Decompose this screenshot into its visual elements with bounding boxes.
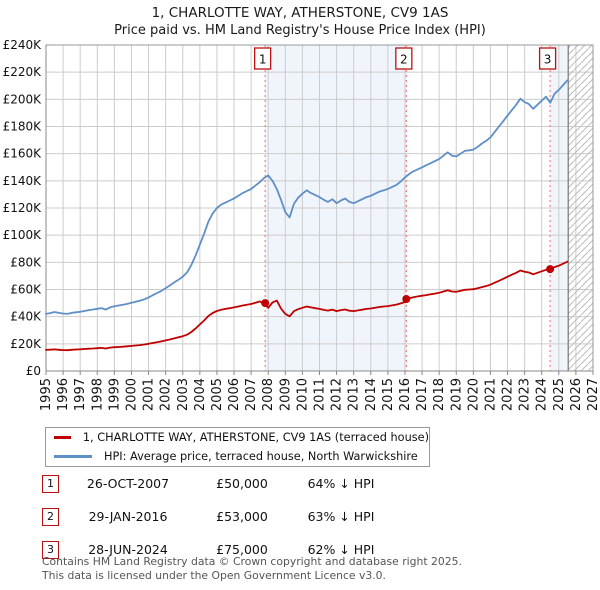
legend-item-property: 1, CHARLOTTE WAY, ATHERSTONE, CV9 1AS (t… xyxy=(54,428,429,447)
y-tick-label: £160K xyxy=(3,147,43,161)
y-tick-label: £140K xyxy=(3,174,43,188)
x-tick-label: 2009 xyxy=(278,378,293,411)
y-tick-label: £240K xyxy=(3,38,43,52)
x-tick-label: 2018 xyxy=(432,378,447,411)
x-tick-label: 2015 xyxy=(381,378,396,411)
y-tick-label: £120K xyxy=(3,201,43,215)
axes-frame-layer xyxy=(45,44,594,375)
sale-price: £50,000 xyxy=(216,476,268,491)
x-tick-label: 2010 xyxy=(295,378,310,411)
legend-label: 1, CHARLOTTE WAY, ATHERSTONE, CV9 1AS (t… xyxy=(82,431,429,444)
x-tick-label: 1996 xyxy=(56,378,71,411)
sale-marker-layer: 1 2 3 xyxy=(253,45,557,371)
sale-price: £53,000 xyxy=(216,509,268,524)
x-tick-label: 1995 xyxy=(39,378,54,411)
x-tick-label: 2019 xyxy=(449,378,464,411)
x-tick-label: 2013 xyxy=(347,378,362,411)
x-tick-label: 2016 xyxy=(398,378,413,411)
x-tick-label: 2001 xyxy=(142,378,157,411)
sale-price: £75,000 xyxy=(216,542,268,557)
x-tick-label: 2012 xyxy=(330,378,345,411)
y-tick-label: £60K xyxy=(10,283,42,297)
x-tick-label: 2021 xyxy=(483,378,498,411)
license-footer: Contains HM Land Registry data © Crown c… xyxy=(42,555,462,582)
sale-point xyxy=(402,295,411,304)
page-title: 1, CHARLOTTE WAY, ATHERSTONE, CV9 1AS xyxy=(151,5,449,21)
footer-line-2: This data is licensed under the Open Gov… xyxy=(42,568,386,582)
x-tick-label: 2002 xyxy=(159,378,174,411)
x-tick-label: 2026 xyxy=(569,378,584,411)
footer-line-1: Contains HM Land Registry data © Crown c… xyxy=(42,555,462,568)
property-line-swatch xyxy=(54,436,71,439)
x-tick-label: 2017 xyxy=(415,378,430,411)
x-tick-label: 2005 xyxy=(210,378,225,411)
x-tick-label: 2000 xyxy=(124,378,139,411)
y-tick-label: £80K xyxy=(10,255,42,269)
sale-row-1: 1 26-OCT-2007 £50,000 64% ↓ HPI xyxy=(42,475,462,493)
hpi-line xyxy=(45,79,569,315)
sale-marker-box xyxy=(253,47,272,70)
sale-vs-hpi: 63% ↓ HPI xyxy=(307,509,375,524)
sale-row-2: 2 29-JAN-2016 £53,000 63% ↓ HPI xyxy=(42,508,462,526)
legend-item-hpi: HPI: Average price, terraced house, Nort… xyxy=(54,447,429,466)
property-line xyxy=(45,260,569,352)
sale-number-badge: 3 xyxy=(42,541,59,559)
x-tick-label: 2011 xyxy=(313,378,328,411)
x-tick-label: 2024 xyxy=(535,378,550,411)
sale-date: 28-JUN-2024 xyxy=(88,542,168,557)
x-tick-label: 2003 xyxy=(176,378,191,411)
sale-marker-number: 3 xyxy=(544,53,552,67)
sale-point xyxy=(546,265,555,274)
sale-vs-hpi: 64% ↓ HPI xyxy=(307,476,375,491)
y-tick-label: £20K xyxy=(10,337,42,351)
x-tick-label: 2007 xyxy=(244,378,259,411)
x-tick-label: 2006 xyxy=(227,378,242,411)
y-tick-label: £180K xyxy=(3,120,43,134)
x-tick-label: 1997 xyxy=(73,378,88,411)
y-tick-label: £0 xyxy=(26,364,41,378)
x-tick-label: 1998 xyxy=(90,378,105,411)
y-tick-label: £200K xyxy=(3,92,43,106)
x-tick-label: 2004 xyxy=(193,378,208,411)
series-layer xyxy=(45,79,569,352)
sale-point xyxy=(261,299,270,308)
legend-box: 1, CHARLOTTE WAY, ATHERSTONE, CV9 1AS (t… xyxy=(45,427,430,467)
price-history-chart: 1 2 3 1995 1996 1997 1998 1999 2000 2001 2002 2003… xyxy=(3,38,600,411)
x-tick-label: 2025 xyxy=(552,378,567,411)
y-tick-label: £220K xyxy=(3,65,43,79)
x-tick-label: 2014 xyxy=(364,378,379,411)
sale-marker-box xyxy=(395,47,413,70)
axis-label-layer: 1995 1996 1997 1998 1999 2000 2001 2002 2003 2004… xyxy=(3,38,600,411)
sale-number-badge: 1 xyxy=(42,475,59,493)
x-tick-label: 2020 xyxy=(466,378,481,411)
sale-date: 29-JAN-2016 xyxy=(88,509,168,524)
grid-layer xyxy=(45,44,594,372)
sale-number-badge: 2 xyxy=(42,508,59,526)
y-tick-label: £40K xyxy=(10,310,42,324)
x-tick-label: 2008 xyxy=(261,378,276,411)
x-tick-label: 2023 xyxy=(518,378,533,411)
legend-label: HPI: Average price, terraced house, Nort… xyxy=(104,450,418,463)
sale-row-3: 3 28-JUN-2024 £75,000 62% ↓ HPI xyxy=(42,541,462,559)
x-tick-label: 2022 xyxy=(501,378,516,411)
no-data-hatch-layer xyxy=(567,45,593,371)
no-data-hatch xyxy=(568,45,593,371)
sale-vs-hpi: 62% ↓ HPI xyxy=(307,542,375,557)
sale-marker-number: 2 xyxy=(400,53,408,67)
sale-marker-box xyxy=(538,47,557,70)
sale-marker-number: 1 xyxy=(259,53,267,67)
page-subtitle: Price paid vs. HM Land Registry's House … xyxy=(114,23,486,38)
x-tick-label: 2027 xyxy=(586,378,600,411)
x-tick-label: 1999 xyxy=(107,378,122,411)
sale-date: 26-OCT-2007 xyxy=(86,476,170,491)
y-tick-label: £100K xyxy=(3,228,43,242)
hpi-line-swatch xyxy=(54,455,92,458)
